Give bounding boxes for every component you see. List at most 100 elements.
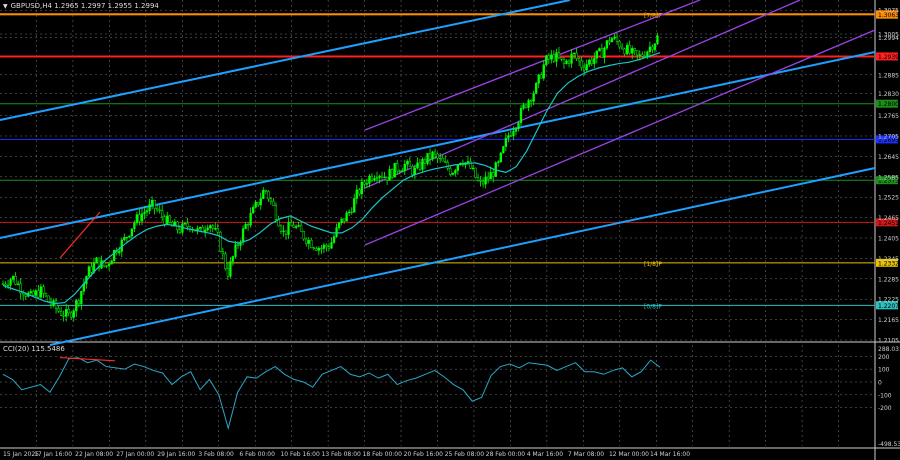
- price-tick-label: 1.2165: [878, 317, 899, 324]
- candle-body: [524, 104, 528, 108]
- candle-body: [512, 131, 515, 137]
- candle-body: [411, 166, 414, 175]
- candle-body: [466, 161, 470, 163]
- candle-body: [287, 222, 290, 235]
- candle-body: [583, 67, 586, 71]
- time-tick-label: 22 Jan 08:00: [75, 451, 113, 458]
- candle-body: [97, 257, 101, 269]
- candle-body: [4, 283, 7, 286]
- candle-body: [454, 170, 457, 174]
- collapse-triangle-icon[interactable]: ▼: [3, 3, 8, 10]
- price-tick-label: 1.2585: [878, 174, 899, 181]
- murrey-label: [7/8]P: [644, 13, 662, 20]
- candle-body: [375, 177, 379, 179]
- candle-body: [456, 164, 459, 171]
- candle-body: [292, 224, 295, 228]
- candle-body: [572, 52, 576, 55]
- price-tick-label: 1.2525: [878, 195, 899, 202]
- candle-body: [535, 82, 538, 94]
- candle-body: [446, 162, 449, 169]
- candle-body: [307, 239, 310, 244]
- candle-body: [332, 236, 336, 243]
- candle-body: [476, 177, 480, 181]
- chart-header: ▼ GBPUSD,H4 1.2965 1.2997 1.2955 1.2994: [3, 2, 159, 10]
- trend-line-blue: [0, 0, 571, 121]
- candle-body: [95, 257, 98, 264]
- candle-body: [383, 176, 386, 179]
- candle-body: [166, 215, 169, 225]
- candle-body: [406, 160, 409, 165]
- candle-body: [631, 48, 634, 54]
- candle-body: [390, 169, 394, 178]
- candle-body: [651, 46, 654, 51]
- candle-body: [487, 176, 490, 180]
- candle-body: [398, 170, 401, 173]
- candle-body: [130, 228, 134, 237]
- candle-body: [441, 157, 444, 162]
- candle-body: [262, 190, 265, 199]
- candle-body: [135, 214, 139, 224]
- candle-body: [153, 199, 156, 209]
- candle-body: [613, 36, 616, 39]
- murrey-price-tag: [876, 258, 898, 267]
- candle-body: [560, 57, 563, 60]
- candle-body: [171, 222, 174, 227]
- candle-body: [317, 247, 321, 251]
- symbol-ohlc-label: GBPUSD,H4 1.2965 1.2997 1.2955 1.2994: [10, 2, 159, 10]
- candle-body: [484, 176, 487, 185]
- candle-body: [57, 308, 60, 312]
- candle-body: [42, 286, 45, 294]
- candle-body: [37, 290, 40, 298]
- candle-body: [348, 211, 351, 214]
- price-tick-label: 1.2705: [878, 134, 899, 141]
- candle-body: [168, 215, 171, 223]
- candle-body: [431, 151, 434, 160]
- candle-body: [481, 180, 485, 185]
- time-tick-label: 12 Mar 00:00: [609, 451, 649, 458]
- candle-body: [80, 291, 83, 305]
- candle-body: [353, 198, 356, 213]
- candle-body: [605, 40, 609, 49]
- time-tick-label: 15 Jan 2025: [3, 451, 39, 458]
- candle-body: [615, 36, 619, 42]
- murrey-price-tag: [876, 176, 898, 185]
- candle-body: [433, 151, 437, 155]
- candle-body: [449, 168, 452, 175]
- candle-body: [22, 292, 25, 296]
- candle-body: [257, 202, 260, 206]
- candle-body: [368, 175, 371, 184]
- candle-body: [234, 244, 237, 257]
- candle-body: [598, 48, 601, 52]
- candle-body: [502, 146, 505, 154]
- candle-body: [252, 206, 255, 214]
- murrey-price-tag: [876, 52, 898, 61]
- candle-body: [610, 38, 614, 43]
- candle-body: [163, 216, 166, 225]
- time-tick-label: 10 Feb 16:00: [280, 451, 320, 458]
- candle-body: [183, 222, 187, 225]
- candle-body: [358, 189, 361, 195]
- candle-body: [623, 48, 626, 55]
- candle-body: [542, 64, 545, 79]
- cci-label: CCI(20) 115.5486: [3, 345, 65, 353]
- candle-body: [401, 170, 404, 172]
- cci-tick-label: 288.0313: [878, 346, 900, 353]
- murrey-price-label: 1.2575: [878, 178, 899, 185]
- cci-tick-label: -498.5389: [878, 441, 900, 448]
- murrey-label: [0/8]P: [644, 303, 662, 310]
- cci-tick-label: 0: [878, 379, 882, 386]
- candle-body: [373, 178, 376, 181]
- candle-body: [39, 286, 43, 298]
- candle-body: [403, 163, 406, 172]
- candle-body: [289, 222, 293, 226]
- time-tick-label: 4 Mar 16:00: [527, 451, 563, 458]
- candle-body: [224, 253, 227, 269]
- candle-body: [6, 284, 10, 287]
- murrey-price-label: 1.2800: [878, 101, 899, 108]
- candle-body: [1, 283, 5, 285]
- candle-body: [300, 225, 303, 232]
- candle-body: [143, 211, 146, 215]
- candle-body: [158, 209, 161, 212]
